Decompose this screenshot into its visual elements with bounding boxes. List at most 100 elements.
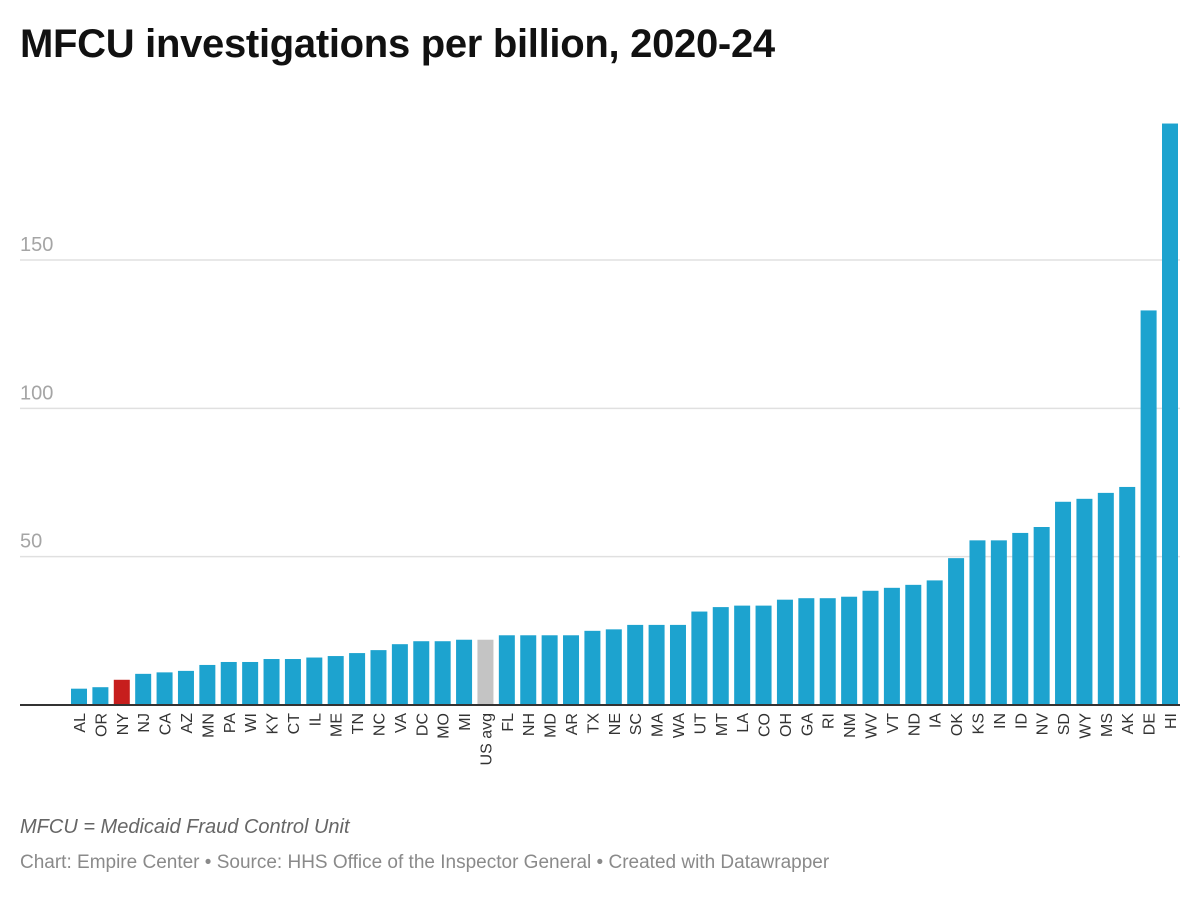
- bar-ky: [263, 659, 280, 705]
- x-tick-label: IA: [928, 713, 945, 728]
- x-tick-label: NV: [1035, 713, 1052, 736]
- x-tick-label: MT: [714, 713, 731, 736]
- bar-md: [541, 635, 558, 705]
- bar-fl: [498, 635, 515, 705]
- y-tick-label: 150: [20, 234, 53, 256]
- bar-ne: [605, 629, 622, 705]
- bar-or: [92, 687, 109, 705]
- bar-nc: [370, 650, 387, 705]
- bar-ms: [1097, 492, 1114, 705]
- bar-wa: [669, 624, 686, 705]
- bar-ga: [798, 598, 815, 705]
- x-tick-label: LA: [735, 713, 752, 733]
- bar-ar: [563, 635, 580, 705]
- x-tick-label: OR: [93, 713, 110, 737]
- x-tick-label: MI: [457, 713, 474, 731]
- x-tick-label: KS: [970, 713, 987, 734]
- bar-az: [177, 670, 194, 705]
- bar-sd: [1055, 501, 1072, 705]
- bar-ct: [284, 659, 301, 705]
- x-tick-label: NJ: [136, 713, 153, 733]
- x-tick-label: CA: [158, 713, 175, 736]
- bar-oh: [776, 599, 793, 705]
- bar-al: [71, 688, 87, 705]
- x-tick-label: SD: [1056, 713, 1073, 735]
- bar-pa: [220, 661, 237, 705]
- bar-wi: [242, 661, 259, 705]
- x-tick-label: RI: [821, 713, 838, 729]
- bar-ny: [113, 679, 130, 705]
- bar-ak: [1119, 486, 1136, 705]
- bar-tx: [584, 630, 601, 705]
- bar-id: [1012, 532, 1029, 705]
- x-tick-label: WI: [243, 713, 260, 733]
- x-tick-label: DC: [414, 713, 431, 736]
- chart-title: MFCU investigations per billion, 2020-24: [20, 22, 775, 66]
- x-tick-label: ND: [906, 713, 923, 736]
- x-tick-label: IL: [307, 713, 324, 726]
- bar-me: [327, 656, 344, 705]
- bar-wv: [862, 590, 879, 705]
- bar-nj: [135, 673, 152, 705]
- x-tick-label: CT: [286, 713, 303, 735]
- y-tick-label: 100: [20, 382, 53, 404]
- x-tick-label: SC: [628, 713, 645, 735]
- bar-ma: [648, 624, 665, 705]
- bar-mo: [434, 641, 451, 705]
- x-tick-label: MO: [436, 713, 453, 739]
- bar-de: [1140, 310, 1157, 705]
- x-tick-label: NH: [521, 713, 538, 736]
- x-tick-label: ID: [1013, 713, 1030, 729]
- x-tick-label: PA: [222, 713, 239, 733]
- x-tick-label: WA: [671, 713, 688, 739]
- bar-ca: [156, 672, 173, 705]
- x-tick-label: US avg: [478, 713, 495, 765]
- x-tick-label: VT: [885, 713, 902, 734]
- bar-ia: [926, 580, 943, 705]
- x-tick-label: MA: [650, 713, 667, 737]
- x-tick-label: UT: [692, 713, 709, 735]
- x-tick-label: WY: [1077, 713, 1094, 739]
- x-tick-label: NC: [371, 713, 388, 736]
- bar-mn: [199, 664, 216, 705]
- x-tick-label: AL: [72, 713, 89, 733]
- bar-mi: [456, 639, 473, 705]
- x-tick-label: MD: [543, 713, 560, 738]
- bar-ks: [969, 540, 986, 705]
- x-tick-label: TX: [585, 713, 602, 734]
- x-tick-label: NE: [607, 713, 624, 735]
- x-axis-labels: AL OR NY NJ CA AZ MN PA WI KY CT IL ME TN NC VA DC MO MI US…: [72, 713, 1180, 766]
- chart-note: MFCU = Medicaid Fraud Control Unit: [20, 816, 350, 838]
- bar-mt: [712, 607, 729, 705]
- y-tick-label: 50: [20, 531, 42, 553]
- x-tick-label: HI: [1163, 713, 1180, 729]
- bar-ut: [691, 611, 708, 705]
- x-tick-label: FL: [500, 713, 517, 732]
- x-tick-label: MS: [1099, 713, 1116, 737]
- x-tick-label: CO: [757, 713, 774, 737]
- chart-footer: Chart: Empire Center • Source: HHS Offic…: [20, 852, 830, 873]
- bar-nh: [520, 635, 537, 705]
- x-tick-label: TN: [350, 713, 367, 734]
- bar-nm: [841, 596, 858, 705]
- bar-nd: [905, 584, 922, 705]
- bar-tn: [349, 653, 366, 705]
- x-tick-label: AK: [1120, 713, 1137, 735]
- x-tick-label: VA: [393, 713, 410, 733]
- bar-vt: [883, 587, 900, 705]
- bar-nv: [1033, 527, 1050, 705]
- x-tick-label: MN: [200, 713, 217, 738]
- bar-va: [391, 644, 408, 705]
- bar-co: [755, 605, 772, 705]
- bar-us-avg: [477, 639, 494, 705]
- x-tick-label: AR: [564, 713, 581, 735]
- x-tick-label: ME: [329, 713, 346, 737]
- bar-la: [734, 605, 751, 705]
- bar-wy: [1076, 498, 1093, 705]
- bar-ri: [819, 598, 836, 705]
- x-tick-label: GA: [799, 713, 816, 736]
- bar-il: [306, 657, 323, 705]
- bar-in: [990, 540, 1007, 705]
- x-tick-label: WV: [864, 713, 881, 739]
